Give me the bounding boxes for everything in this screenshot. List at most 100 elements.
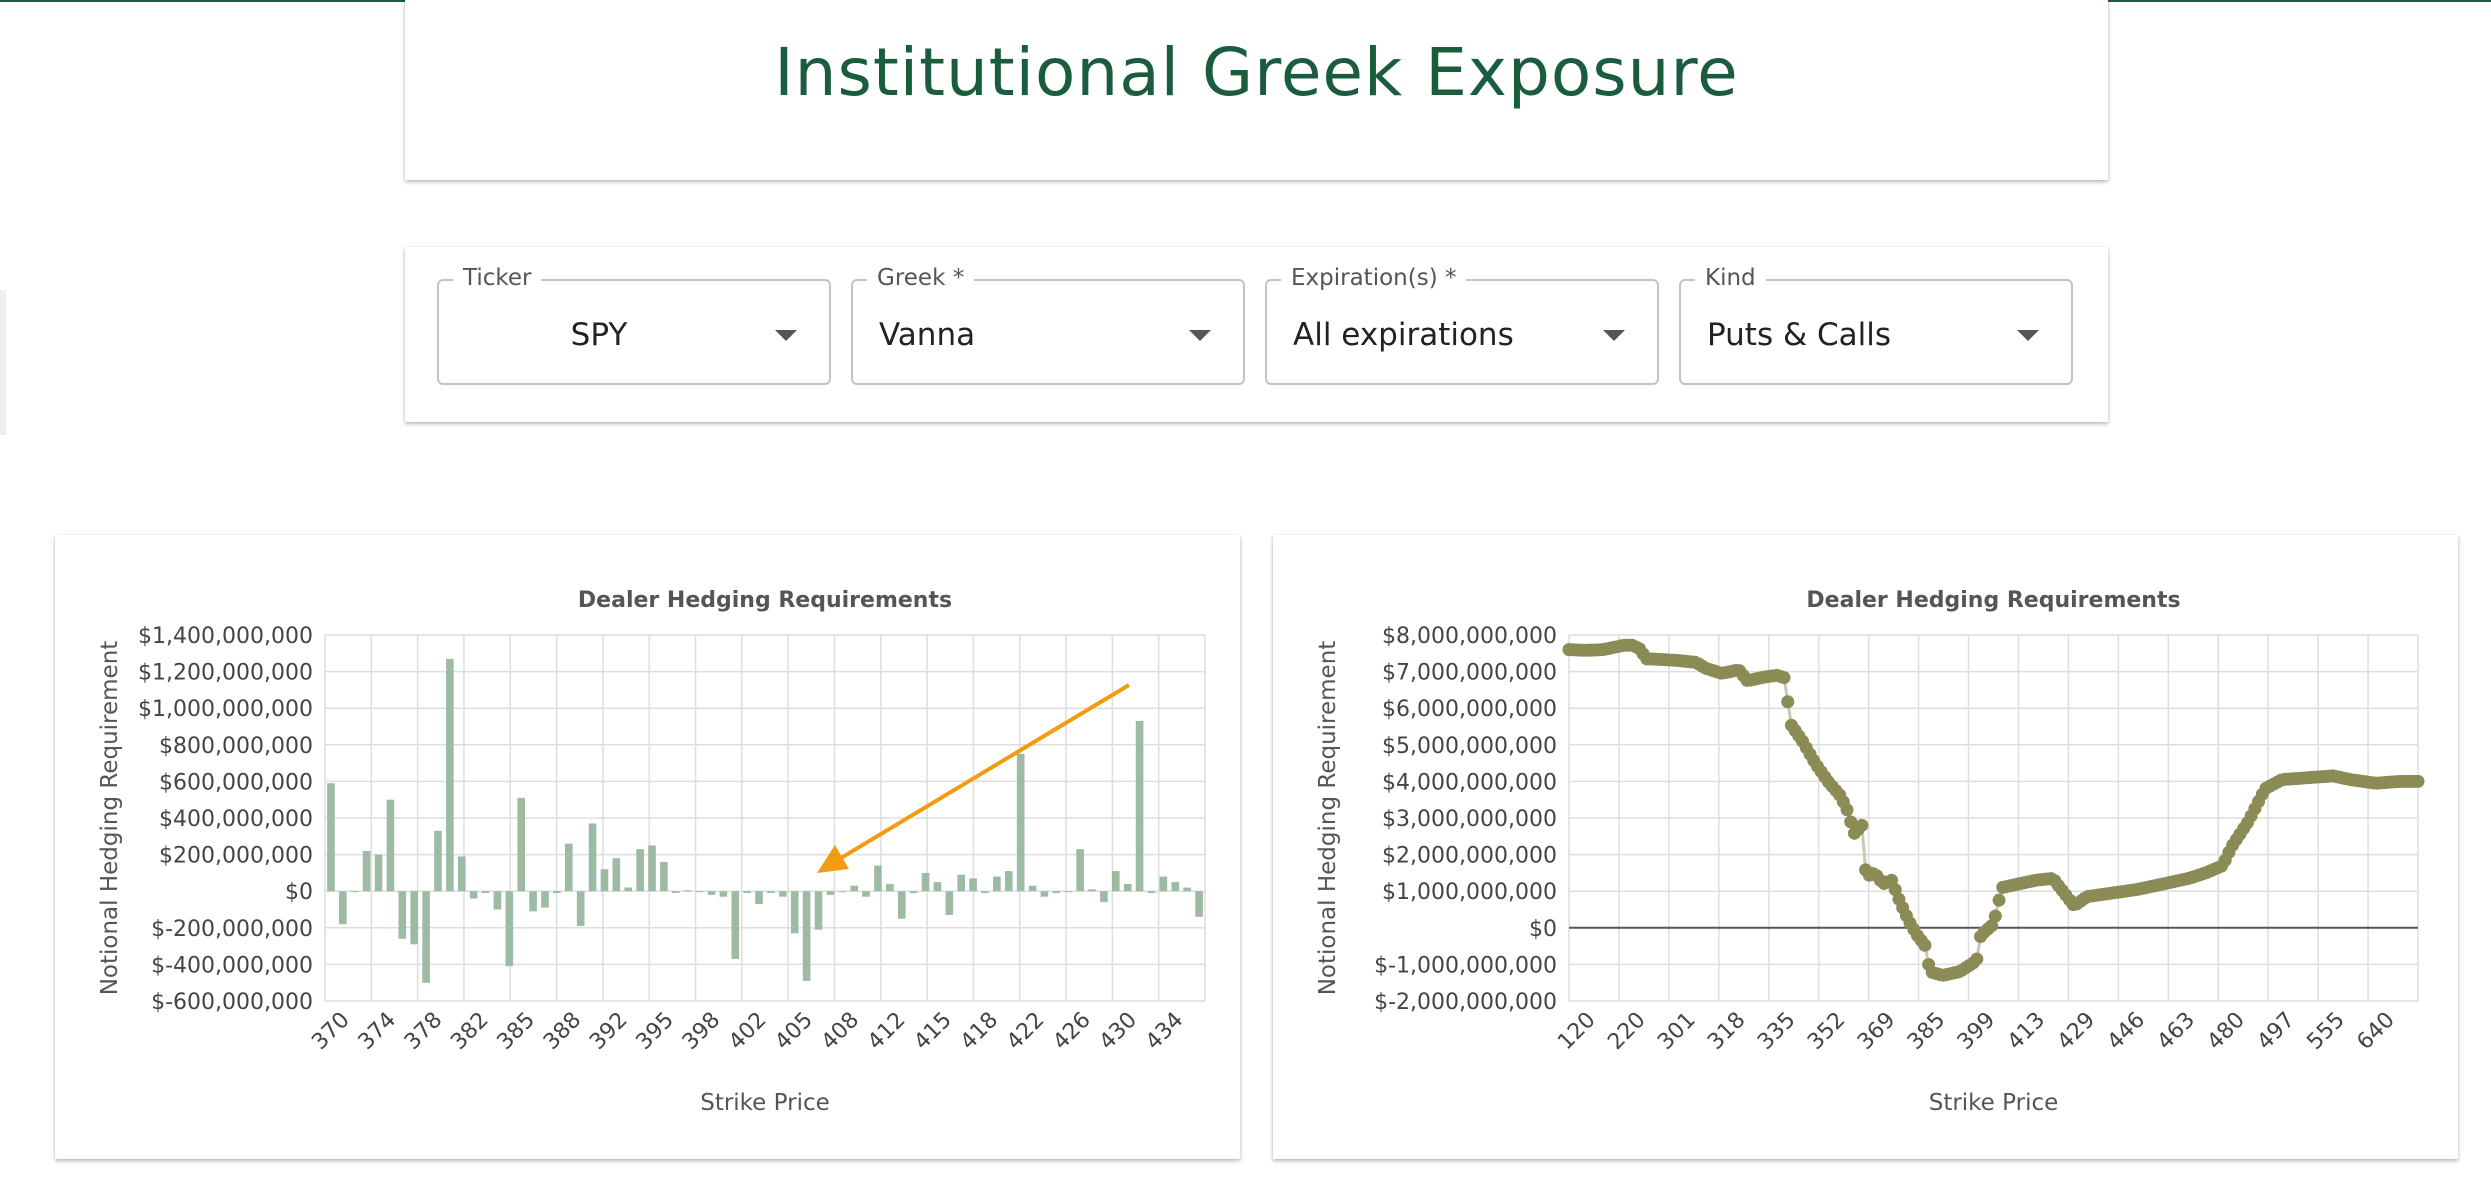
y-tick-label: $-2,000,000,000 xyxy=(1374,990,1557,1015)
bar xyxy=(446,658,454,892)
bar xyxy=(790,891,799,934)
bar xyxy=(1123,883,1132,892)
x-tick-label: 392 xyxy=(585,1008,632,1055)
bar xyxy=(636,849,644,892)
bar xyxy=(981,891,989,894)
expirations-select[interactable]: Expiration(s) * All expirations xyxy=(1265,264,1659,385)
bar xyxy=(624,887,633,892)
bar xyxy=(398,891,407,939)
bar xyxy=(1052,891,1061,894)
ticker-select[interactable]: Ticker SPY xyxy=(437,264,831,385)
bar xyxy=(672,891,680,894)
y-tick-label: $1,200,000,000 xyxy=(138,661,313,686)
y-tick-label: $-200,000,000 xyxy=(151,917,313,942)
bar xyxy=(1183,887,1191,892)
bar xyxy=(1147,891,1156,894)
ticker-value: SPY xyxy=(570,317,628,353)
x-tick-label: 480 xyxy=(2203,1008,2250,1055)
expirations-label: Expiration(s) * xyxy=(1281,264,1467,292)
x-tick-label: 434 xyxy=(1141,1008,1188,1055)
bar xyxy=(374,854,383,892)
bar xyxy=(541,891,549,908)
annotation-arrow-shaft xyxy=(829,683,1131,866)
bar xyxy=(695,891,704,893)
greek-value: Vanna xyxy=(879,317,976,353)
chevron-down-icon xyxy=(2017,330,2039,341)
scatter-point xyxy=(1777,671,1791,685)
bar xyxy=(588,823,597,892)
bar xyxy=(886,883,894,892)
chevron-down-icon xyxy=(1189,330,1211,341)
y-tick-label: $-1,000,000,000 xyxy=(1374,953,1557,978)
y-tick-label: $1,000,000,000 xyxy=(138,697,313,722)
greek-label: Greek * xyxy=(867,264,975,292)
bar xyxy=(327,783,335,892)
bar xyxy=(1028,885,1037,892)
y-tick-label: $7,000,000,000 xyxy=(1382,661,1557,686)
bar xyxy=(767,891,775,894)
bar xyxy=(339,891,347,925)
bar xyxy=(957,874,966,892)
x-tick-label: 446 xyxy=(2103,1008,2150,1055)
bar xyxy=(731,891,740,959)
kind-label: Kind xyxy=(1695,264,1766,292)
y-axis-label: Notional Hedging Requirement xyxy=(1315,641,1341,996)
y-axis-label: Notional Hedging Requirement xyxy=(97,641,123,996)
y-tick-label: $400,000,000 xyxy=(159,807,313,832)
annotation-arrow-head xyxy=(817,845,849,873)
scatter-point xyxy=(1855,818,1869,832)
y-tick-label: $1,400,000,000 xyxy=(138,624,313,649)
y-tick-label: $0 xyxy=(285,880,313,905)
left-edge-shadow xyxy=(0,290,6,435)
x-tick-label: 422 xyxy=(1002,1008,1049,1055)
x-tick-label: 399 xyxy=(1953,1008,2000,1055)
bar xyxy=(517,797,526,892)
bar xyxy=(945,891,954,915)
x-axis-label: Strike Price xyxy=(700,1090,830,1116)
y-tick-label: $8,000,000,000 xyxy=(1382,624,1557,649)
x-tick-label: 405 xyxy=(770,1008,817,1055)
x-tick-label: 429 xyxy=(2053,1008,2100,1055)
bar xyxy=(576,891,585,926)
scatter-point xyxy=(1781,695,1795,709)
y-tick-label: $200,000,000 xyxy=(159,844,313,869)
kind-select[interactable]: Kind Puts & Calls xyxy=(1679,264,2073,385)
x-tick-label: 385 xyxy=(1903,1008,1950,1055)
kind-value: Puts & Calls xyxy=(1707,317,1892,353)
bar xyxy=(481,891,490,894)
bar xyxy=(993,876,1001,892)
x-tick-label: 640 xyxy=(2352,1008,2399,1055)
x-tick-label: 370 xyxy=(307,1008,354,1055)
bar xyxy=(933,882,942,892)
x-tick-label: 408 xyxy=(817,1008,864,1055)
scatter-chart-card: Dealer Hedging Requirements $8,000,000,00… xyxy=(1273,535,2458,1159)
x-tick-label: 413 xyxy=(2003,1008,2050,1055)
x-tick-label: 430 xyxy=(1095,1008,1142,1055)
bar xyxy=(862,891,870,897)
x-tick-label: 402 xyxy=(724,1008,771,1055)
bar xyxy=(612,858,621,892)
chart-title: Dealer Hedging Requirements xyxy=(1806,588,2180,613)
bar xyxy=(1195,891,1203,917)
x-tick-label: 335 xyxy=(1753,1008,1800,1055)
bar xyxy=(505,891,514,967)
bar xyxy=(1076,849,1084,892)
bar xyxy=(1100,891,1108,903)
bar xyxy=(1159,876,1168,892)
bar xyxy=(1004,871,1013,892)
bar-chart-card: Dealer Hedging Requirements $1,400,000,00… xyxy=(55,535,1240,1159)
greek-select[interactable]: Greek * Vanna xyxy=(851,264,1245,385)
y-tick-label: $5,000,000,000 xyxy=(1382,734,1557,759)
scatter-chart: Dealer Hedging Requirements $8,000,000,00… xyxy=(1315,588,2425,1116)
x-tick-label: 374 xyxy=(354,1008,401,1055)
x-tick-label: 395 xyxy=(632,1008,679,1055)
bar xyxy=(921,872,930,892)
bar xyxy=(850,885,858,892)
x-tick-label: 352 xyxy=(1803,1008,1850,1055)
bar xyxy=(1112,871,1120,892)
x-tick-label: 555 xyxy=(2302,1008,2349,1055)
bar xyxy=(493,891,502,910)
y-tick-label: $-400,000,000 xyxy=(151,953,313,978)
bar xyxy=(779,891,787,897)
scatter-point xyxy=(2411,774,2425,788)
